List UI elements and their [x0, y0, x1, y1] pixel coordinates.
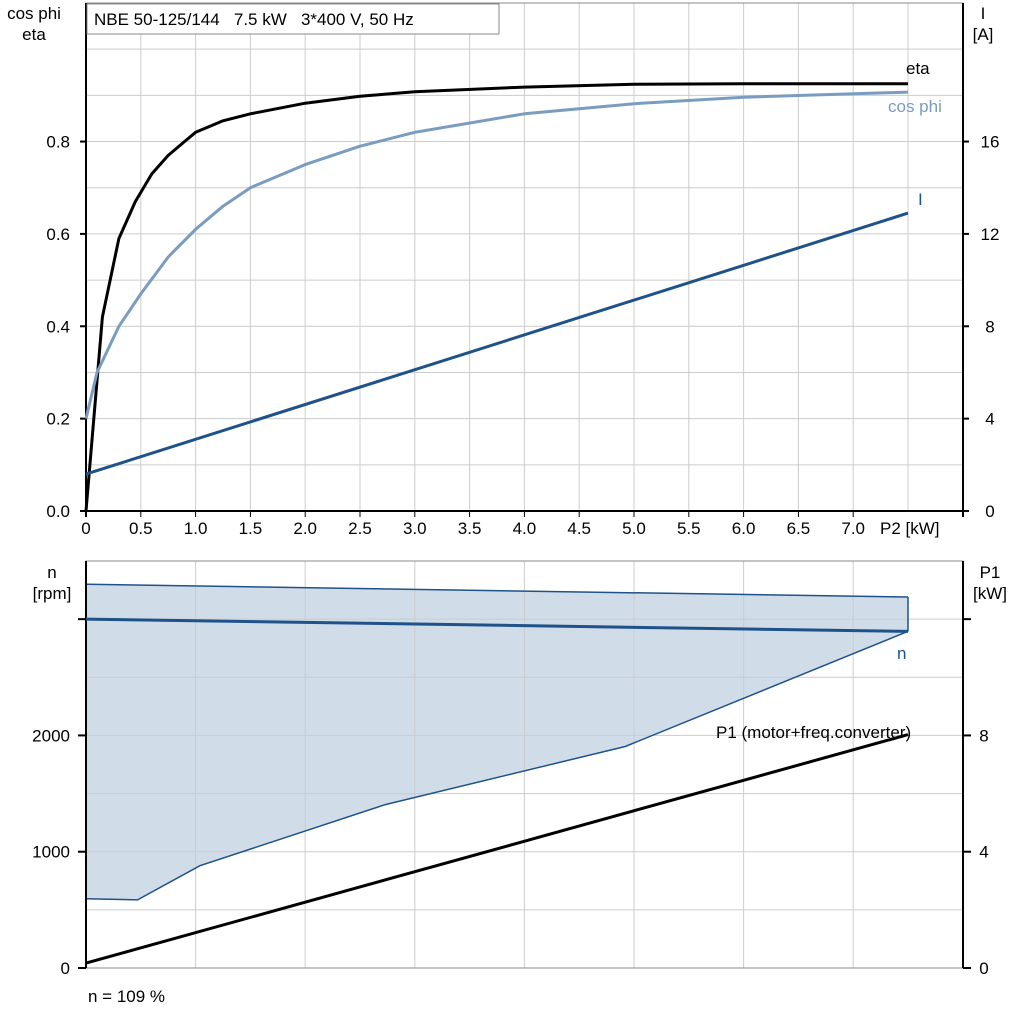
x-tick-label: 5.0 — [622, 519, 646, 538]
range-lower-edge — [85, 630, 909, 901]
series-label: I — [918, 190, 923, 209]
series-line-p1 — [85, 733, 909, 965]
y-left-tick-label: 2000 — [32, 726, 70, 745]
y-right-tick-label: 8 — [985, 317, 994, 336]
y-left-tick-label: 0.4 — [46, 317, 70, 336]
x-tick-label: 0.5 — [129, 519, 153, 538]
x-tick-label: 3.0 — [403, 519, 427, 538]
y-right-tick-label: 12 — [981, 225, 1000, 244]
x-tick-label: 2.5 — [348, 519, 372, 538]
x-tick-label: 1.0 — [184, 519, 208, 538]
y-left-tick-label: 0.0 — [46, 502, 70, 521]
y-right-tick-label: 8 — [979, 726, 988, 745]
y-right-axis-label: I — [981, 4, 986, 23]
footer-speed-note: n = 109 % — [88, 987, 165, 1006]
y-right-axis-label: P1 — [980, 563, 1001, 582]
x-tick-label: 3.5 — [458, 519, 482, 538]
x-tick-label: 7.0 — [841, 519, 865, 538]
y-right-tick-label: 4 — [985, 410, 994, 429]
y-right-tick-label: 0 — [979, 959, 988, 978]
x-tick-label: 4.0 — [513, 519, 537, 538]
y-left-tick-label: 0.6 — [46, 225, 70, 244]
x-tick-label: 6.5 — [787, 519, 811, 538]
series-label: P1 (motor+freq.converter) — [716, 723, 911, 742]
title-box — [86, 3, 500, 35]
series-line-n — [85, 617, 909, 633]
y-right-tick-label: 4 — [979, 843, 988, 862]
x-tick-label: 0 — [81, 519, 90, 538]
range-upper-edge — [85, 583, 909, 598]
chart-title: NBE 50-125/144 7.5 kW 3*400 V, 50 Hz — [94, 10, 414, 29]
y-right-axis-label: [kW] — [973, 584, 1007, 603]
y-left-axis-label: n — [47, 563, 56, 582]
y-right-axis-label: [A] — [973, 25, 994, 44]
x-tick-label: 1.5 — [239, 519, 263, 538]
series-label: eta — [906, 59, 930, 78]
x-tick-label: 5.5 — [677, 519, 701, 538]
x-tick-label: 4.5 — [567, 519, 591, 538]
x-tick-label: 2.0 — [293, 519, 317, 538]
x-axis-label: P2 [kW] — [880, 519, 940, 538]
y-left-tick-label: 0.2 — [46, 410, 70, 429]
y-left-tick-label: 0.8 — [46, 133, 70, 152]
series-line-cos-phi — [84, 90, 909, 419]
x-tick-label: 6.0 — [732, 519, 756, 538]
y-left-axis-label: [rpm] — [33, 584, 72, 603]
y-left-tick-label: 0 — [61, 959, 70, 978]
series-line-I — [85, 211, 909, 476]
series-line-eta — [84, 82, 908, 512]
y-left-tick-label: 1000 — [32, 843, 70, 862]
y-left-axis-label: cos phi — [7, 4, 61, 23]
series-label: n — [897, 644, 906, 663]
y-right-tick-label: 0 — [985, 502, 994, 521]
series-label: cos phi — [888, 97, 942, 116]
y-right-tick-label: 16 — [981, 133, 1000, 152]
operating-range-area — [86, 584, 908, 900]
y-left-axis-label: eta — [22, 25, 46, 44]
